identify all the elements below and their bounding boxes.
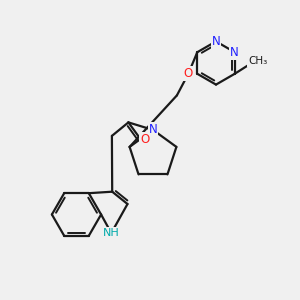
Text: N: N bbox=[212, 35, 220, 48]
Text: N: N bbox=[230, 46, 239, 59]
Text: N: N bbox=[148, 123, 158, 136]
Text: O: O bbox=[184, 67, 193, 80]
Text: O: O bbox=[140, 133, 149, 146]
Text: CH₃: CH₃ bbox=[248, 56, 267, 66]
Text: NH: NH bbox=[103, 228, 120, 238]
